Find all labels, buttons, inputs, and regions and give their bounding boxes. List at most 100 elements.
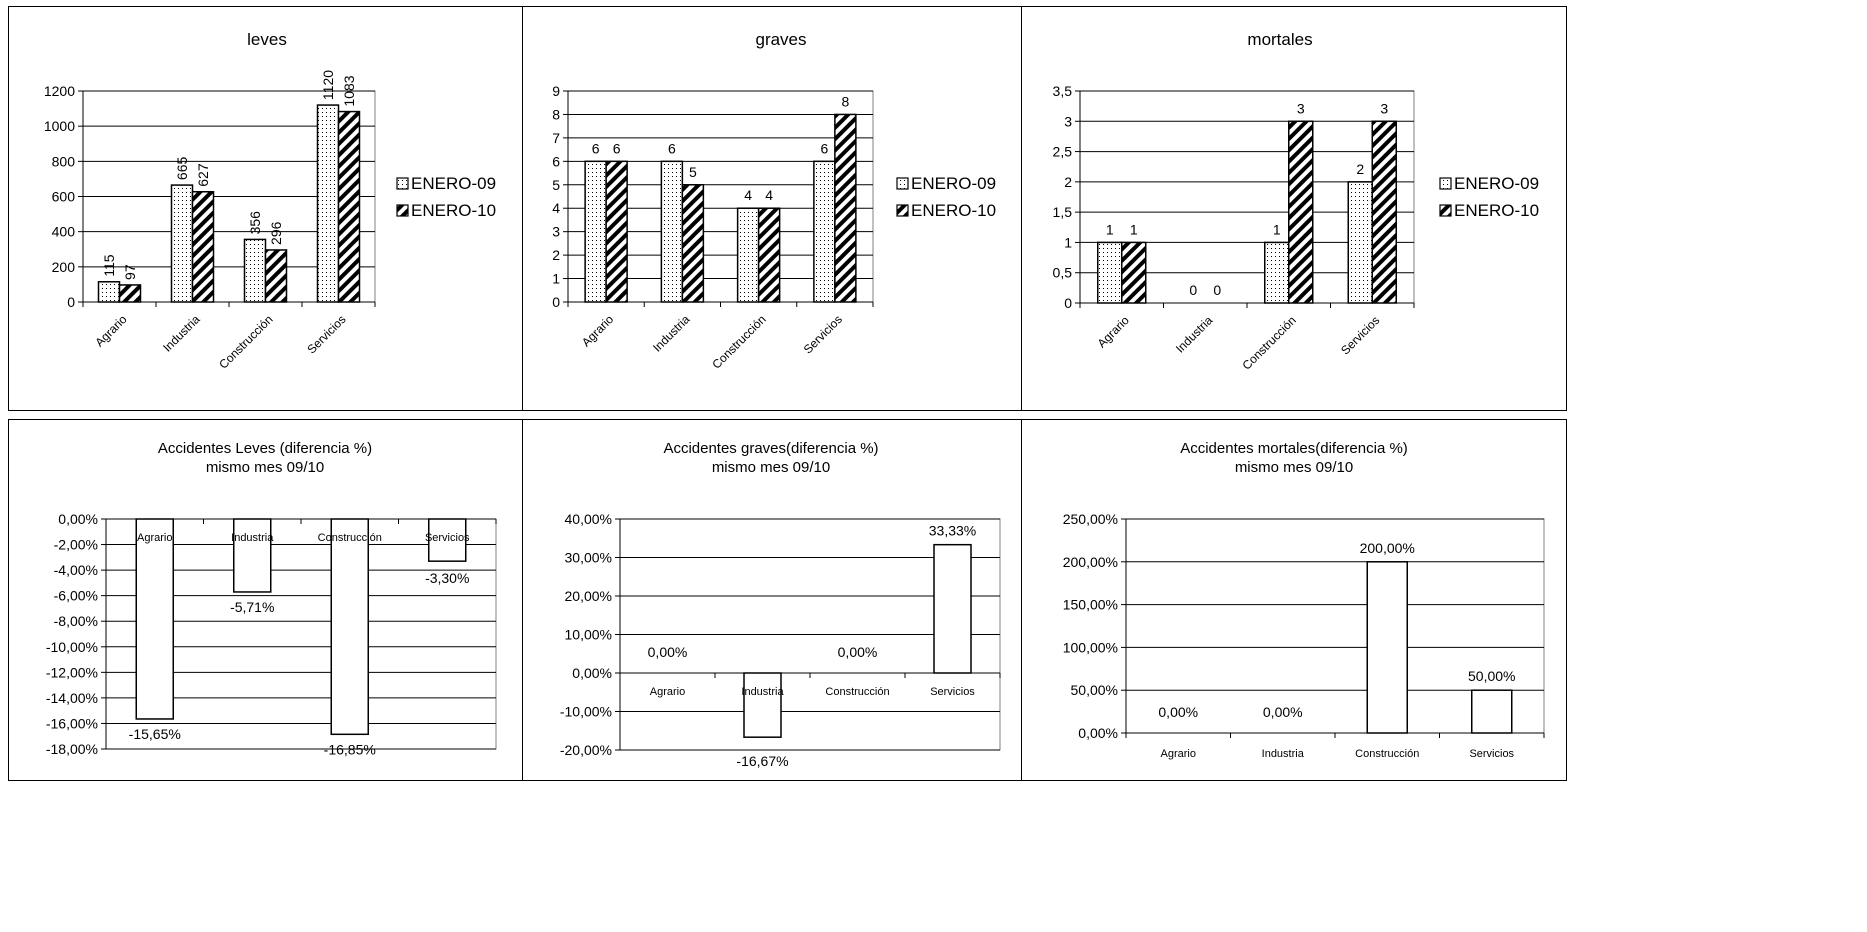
data-label: -16,67% [736, 753, 788, 769]
x-tick-label: Industria [741, 686, 784, 698]
x-tick-label: Industria [1173, 313, 1216, 356]
data-label: 627 [195, 163, 211, 187]
data-label: 5 [689, 164, 697, 180]
bar-enero-09 [316, 104, 340, 303]
data-label: 50,00% [1468, 668, 1515, 684]
legend-label: ENERO-10 [411, 201, 496, 220]
data-label: 0,00% [1263, 704, 1303, 720]
y-tick-label: 0 [67, 294, 75, 310]
x-tick-label: Agrario [137, 532, 172, 544]
legend-label: ENERO-10 [1454, 201, 1539, 220]
y-tick-label: 3,5 [1053, 83, 1073, 99]
chart-title: leves [247, 30, 287, 49]
chart-leves: leves 0 200 400 600 800 1000 1200 115 97 Agrario 66… [44, 30, 496, 372]
y-tick-label: 2 [1064, 174, 1072, 190]
data-label: 1 [1106, 221, 1114, 237]
data-label: 6 [613, 140, 621, 156]
y-tick-label: 1000 [44, 118, 75, 134]
panel-graves: graves 0 1 2 3 4 5 6 7 8 9 6 6 Agrario 6 5 Industria 4 4 Co… [522, 6, 1022, 411]
y-tick-label: -18,00% [46, 741, 98, 757]
x-tick-label: Agrario [1095, 313, 1132, 350]
y-tick-label: -10,00% [560, 704, 612, 720]
data-label: 4 [765, 187, 773, 203]
x-tick-label: Servicios [801, 312, 845, 356]
y-tick-label: 150,00% [1063, 597, 1118, 613]
x-tick-label: Servicios [425, 532, 470, 544]
y-tick-label: 800 [52, 153, 76, 169]
y-tick-label: -16,00% [46, 715, 98, 731]
x-tick-label: Industria [160, 312, 203, 355]
chart-diff-graves: Accidentes graves(diferencia %) mismo mes… [560, 440, 1001, 769]
y-tick-label: -2,00% [54, 537, 98, 553]
bar-enero-09 [1097, 241, 1123, 304]
y-tick-label: 0,00% [572, 665, 612, 681]
chart-title: Accidentes graves(diferencia %) [663, 440, 878, 457]
bar-enero-09 [813, 160, 836, 303]
legend-swatch [1439, 204, 1452, 217]
x-tick-label: Construcción [216, 312, 275, 371]
data-label: 0 [1213, 282, 1221, 298]
bar-enero-10 [834, 113, 857, 303]
y-tick-label: 200,00% [1063, 554, 1118, 570]
y-tick-label: 2,5 [1053, 144, 1073, 160]
bar-enero-09 [243, 238, 267, 303]
y-tick-label: 40,00% [565, 511, 612, 527]
x-tick-label: Construcción [709, 312, 768, 371]
y-tick-label: 100,00% [1063, 639, 1118, 655]
x-tick-label: Agrario [650, 686, 685, 698]
y-tick-label: 1,5 [1053, 204, 1073, 220]
y-tick-label: -20,00% [560, 742, 612, 758]
chart-title: mortales [1247, 30, 1312, 49]
bar [933, 543, 972, 674]
y-tick-label: 3 [1064, 113, 1072, 129]
x-tick-label: Agrario [1161, 748, 1196, 760]
data-label: 6 [668, 140, 676, 156]
bar-enero-10 [118, 284, 142, 303]
data-label: 33,33% [929, 523, 976, 539]
chart-title: mismo mes 09/10 [712, 459, 830, 476]
x-tick-label: Construcción [825, 686, 889, 698]
data-label: 296 [268, 221, 284, 245]
bar-enero-10 [1121, 241, 1147, 304]
bar-enero-10 [681, 184, 705, 303]
legend-swatch [1439, 177, 1452, 190]
y-tick-label: 0 [552, 294, 560, 310]
bar [330, 518, 369, 736]
x-tick-label: Agrario [92, 312, 129, 349]
y-tick-label: -14,00% [46, 690, 98, 706]
y-tick-label: 600 [52, 189, 76, 205]
chart-title: graves [755, 30, 806, 49]
y-tick-label: -10,00% [46, 639, 98, 655]
legend-swatch [396, 204, 409, 217]
bar-enero-09 [1264, 241, 1290, 304]
y-tick-label: 0 [1064, 295, 1072, 311]
bar-enero-10 [605, 160, 628, 303]
data-label: 200,00% [1360, 540, 1415, 556]
legend-swatch [396, 177, 409, 190]
y-tick-label: 5 [552, 177, 560, 193]
y-tick-label: 7 [552, 130, 560, 146]
y-tick-label: 1 [1064, 234, 1072, 250]
y-tick-label: -8,00% [54, 613, 98, 629]
bar-enero-09 [170, 184, 194, 303]
y-tick-label: 200 [52, 259, 76, 275]
legend-label: ENERO-09 [1454, 174, 1539, 193]
y-tick-label: 10,00% [565, 627, 612, 643]
x-tick-label: Servicios [1469, 748, 1514, 760]
x-tick-label: Industria [1262, 748, 1305, 760]
x-tick-label: Industria [231, 532, 274, 544]
bar [1366, 561, 1408, 734]
y-tick-label: 30,00% [565, 550, 612, 566]
bar [743, 672, 782, 738]
panel-diff-graves: Accidentes graves(diferencia %) mismo mes… [522, 419, 1022, 781]
bar [135, 518, 174, 720]
data-label: 356 [247, 211, 263, 235]
legend-label: ENERO-09 [911, 174, 996, 193]
data-label: 6 [592, 140, 600, 156]
x-tick-label: Servicios [1338, 313, 1382, 357]
x-tick-label: Construcción [1355, 748, 1419, 760]
y-tick-label: 50,00% [1071, 682, 1118, 698]
x-tick-label: Servicios [304, 312, 348, 356]
